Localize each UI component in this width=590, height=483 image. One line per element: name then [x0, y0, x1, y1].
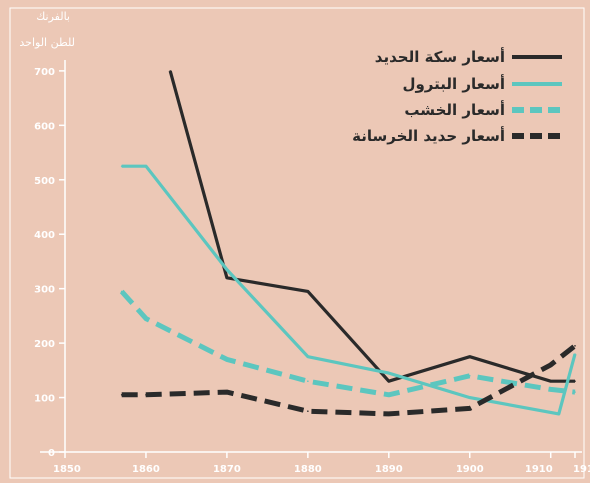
legend-label-2: أسعار الخشب: [404, 100, 505, 119]
data-point: [468, 407, 471, 410]
x-tick-label: 1910: [525, 464, 553, 475]
x-tick-label: 1913: [573, 464, 590, 475]
x-tick-label: 1870: [213, 464, 241, 475]
data-point: [388, 372, 390, 374]
data-point: [226, 276, 228, 279]
data-point: [145, 394, 147, 396]
y-tick-label: 500: [34, 176, 55, 187]
series-line-1: [121, 164, 577, 416]
legend-label-3: أسعار حديد الخرسانة: [352, 126, 505, 145]
x-ticks: 1850 1860 1870 1880 1890 1900 1910 1913: [53, 452, 590, 475]
y-tick-label: 400: [34, 230, 55, 241]
y-tick-label: 600: [34, 121, 55, 132]
data-point: [307, 380, 309, 383]
data-point: [145, 165, 147, 167]
data-point: [145, 317, 147, 320]
legend: أسعار سكة الحديد أسعار البترول أسعار الخشب…: [352, 47, 562, 145]
data-point: [226, 268, 228, 271]
x-tick-label: 1860: [132, 464, 160, 475]
data-point: [388, 380, 390, 383]
legend-label-0: أسعار سكة الحديد: [375, 47, 505, 66]
x-tick-label: 1850: [53, 464, 81, 475]
series-line-2: [119, 289, 576, 398]
data-point: [549, 380, 552, 383]
y-unit-label-line-2: للطن الواحد: [19, 36, 75, 49]
data-point: [574, 345, 576, 347]
data-point: [169, 70, 172, 72]
legend-label-1: أسعار البترول: [402, 74, 505, 93]
data-point: [307, 290, 309, 293]
data-point: [574, 391, 576, 393]
y-tick-label: 700: [34, 67, 55, 78]
y-tick-label: 100: [34, 394, 55, 405]
series-line-3: [121, 343, 577, 417]
y-tick-label: 200: [34, 339, 55, 350]
y-ticks: 0 100 200 300 400 500 600 700: [34, 67, 65, 459]
data-point: [120, 394, 123, 396]
data-point: [388, 413, 390, 415]
y-tick-label: 300: [34, 285, 55, 296]
x-tick-label: 1890: [375, 464, 403, 475]
y-unit-label-line-1: بالفرنك: [36, 10, 70, 23]
data-point: [307, 355, 309, 358]
data-point: [226, 391, 228, 393]
x-tick-label: 1880: [294, 464, 322, 475]
chart-border: [9, 7, 585, 479]
data-point: [558, 413, 560, 415]
data-point: [307, 410, 309, 412]
data-point: [549, 364, 552, 366]
data-point: [120, 290, 123, 293]
y-tick-label: 0: [48, 448, 55, 459]
data-point: [468, 396, 471, 399]
data-point: [468, 374, 471, 377]
data-point: [549, 388, 552, 391]
data-point: [226, 358, 228, 361]
series-lines: [119, 70, 577, 417]
data-point: [574, 353, 576, 355]
data-point: [388, 394, 390, 396]
data-point: [120, 165, 123, 167]
data-point: [468, 355, 471, 358]
x-tick-label: 1900: [456, 464, 484, 475]
data-point: [574, 380, 576, 383]
